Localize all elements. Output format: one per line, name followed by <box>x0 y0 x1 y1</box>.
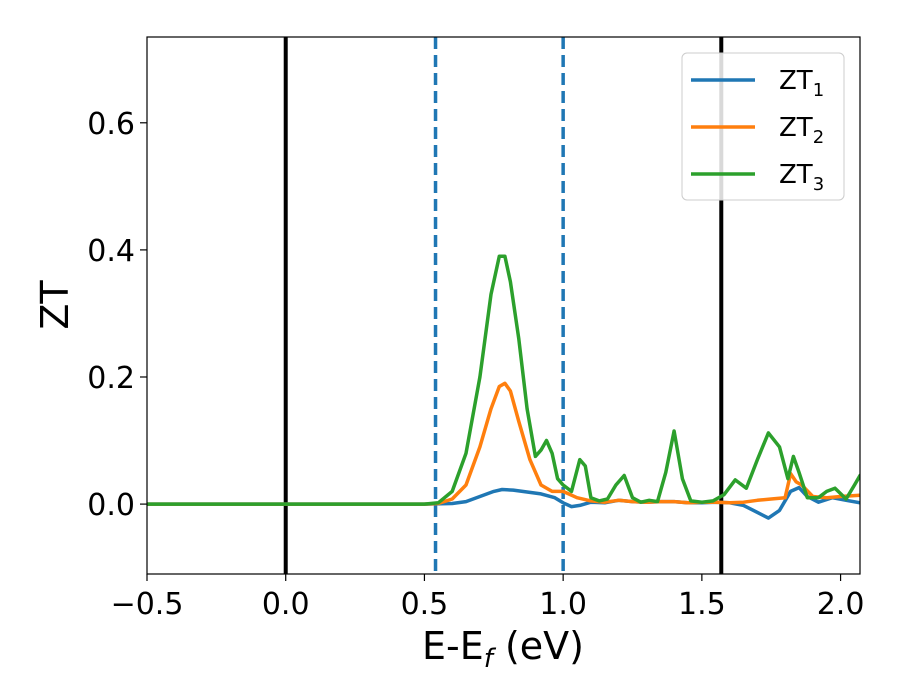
y-tick-label-2: 0.4 <box>87 234 135 269</box>
x-axis-ticks: −0.5 0.0 0.5 1.0 1.5 2.0 <box>111 574 865 622</box>
legend-label-3: ZT3 <box>779 160 824 195</box>
x-tick-label-1: 0.0 <box>262 587 310 622</box>
series-lines <box>147 254 860 520</box>
series-line-3 <box>147 254 860 506</box>
legend-box <box>681 52 845 201</box>
x-axis-label: E-Ef (eV) <box>422 624 584 674</box>
y-tick-label-0: 0.0 <box>87 488 135 523</box>
y-tick-label-3: 0.6 <box>87 107 135 142</box>
x-tick-label-4: 1.5 <box>678 587 726 622</box>
reference-lines <box>283 37 724 574</box>
legend-label-2: ZT2 <box>779 113 824 148</box>
series-line-2 <box>147 381 860 506</box>
y-axis-ticks: 0.0 0.2 0.4 0.6 <box>87 107 147 523</box>
y-axis-label: ZT <box>33 280 77 330</box>
legend: ZT1 ZT2 ZT3 <box>681 52 845 201</box>
x-axis-label-unit: (eV) <box>493 624 584 668</box>
x-tick-label-2: 0.5 <box>401 587 449 622</box>
x-tick-label-3: 1.0 <box>539 587 587 622</box>
x-axis-label-main: E-E <box>422 624 484 668</box>
y-tick-label-1: 0.2 <box>87 361 135 396</box>
plot-frame <box>146 36 861 575</box>
x-tick-label-0: −0.5 <box>111 587 184 622</box>
legend-label-1: ZT1 <box>779 66 824 101</box>
x-tick-label-5: 2.0 <box>817 587 865 622</box>
